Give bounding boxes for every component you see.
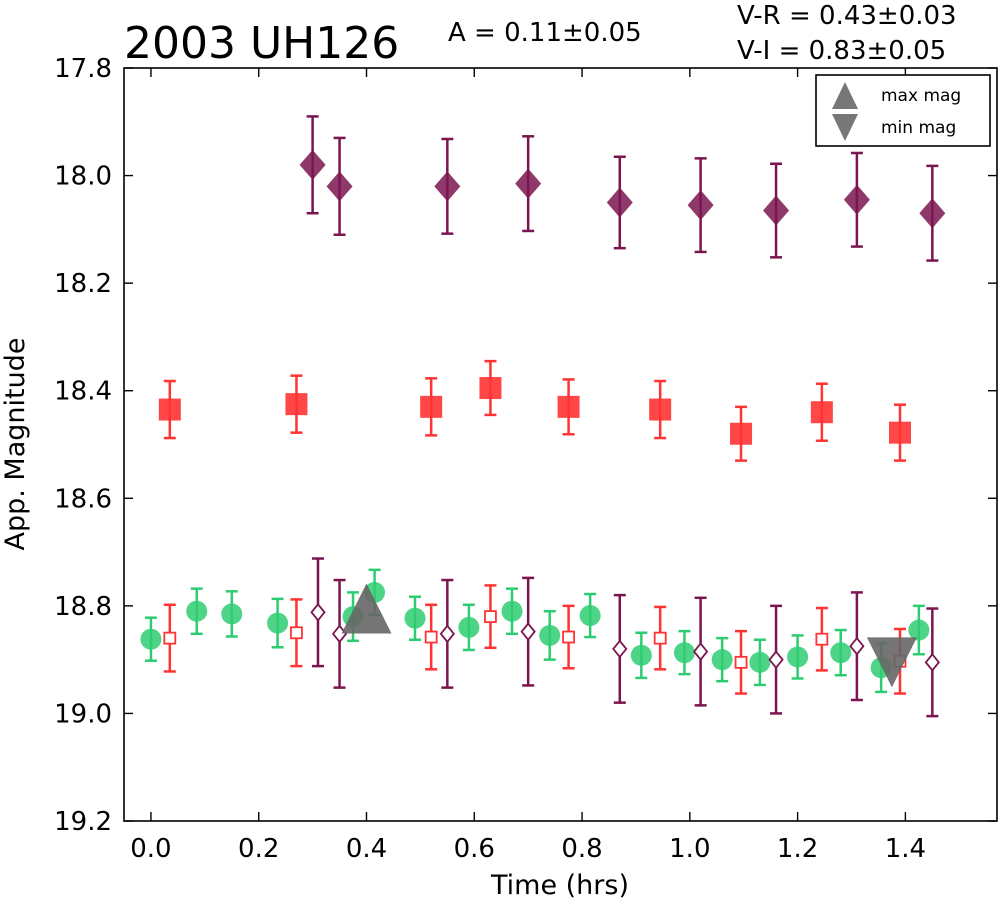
- data-point: [787, 646, 809, 668]
- data-point: [919, 198, 946, 229]
- data-point: [843, 184, 870, 215]
- max-mag-marker: [341, 583, 392, 634]
- x-tick-label: 0.8: [561, 834, 602, 864]
- data-point: [539, 624, 561, 646]
- y-tick-label: 19.0: [54, 699, 112, 729]
- data-point: [649, 398, 672, 421]
- object-name-title: 2003 UH126: [124, 18, 399, 69]
- data-point: [653, 631, 667, 645]
- y-tick-label: 18.0: [54, 162, 112, 192]
- data-point: [734, 655, 748, 669]
- data-point: [326, 171, 353, 202]
- x-tick-label: 1.0: [669, 834, 710, 864]
- data-point: [889, 421, 911, 444]
- x-tick-label: 0.2: [238, 834, 279, 864]
- data-point: [221, 603, 243, 625]
- series-diamond-filled: [299, 115, 946, 262]
- legend-entry-min-mag: min mag: [881, 118, 956, 138]
- data-point: [692, 642, 709, 662]
- data-point: [768, 650, 784, 670]
- y-tick-label: 18.8: [54, 592, 112, 622]
- data-point: [687, 190, 714, 221]
- legend: max mag min mag: [815, 74, 991, 147]
- data-point: [815, 632, 829, 646]
- data-point: [749, 651, 771, 673]
- min-mag-marker: [866, 637, 917, 688]
- data-point: [562, 630, 575, 644]
- data-point: [810, 401, 833, 424]
- data-point: [404, 607, 426, 629]
- legend-entry-max-mag: max mag: [881, 86, 961, 106]
- legend-min-mag-icon: [832, 114, 858, 141]
- data-point: [439, 624, 455, 644]
- data-point: [630, 644, 652, 666]
- axes: 0.0 0.2 0.4 0.6 0.8 1.0 1.2 1.4 17.8 18.0 18.2 18.4…: [54, 54, 997, 864]
- data-point: [331, 624, 348, 644]
- data-point: [267, 612, 289, 634]
- data-point: [612, 639, 628, 659]
- data-point: [908, 619, 930, 641]
- data-point: [140, 628, 162, 650]
- plot-frame: [123, 67, 998, 822]
- data-point: [290, 626, 303, 640]
- plot-area: [140, 115, 946, 718]
- x-tick-label: 1.4: [885, 834, 926, 864]
- data-point: [163, 631, 177, 645]
- color-vi-label: V-I = 0.83±0.05: [737, 36, 946, 66]
- amplitude-label: A = 0.11±0.05: [448, 18, 642, 48]
- y-tick-label: 18.6: [54, 484, 112, 514]
- series-square-filled: [158, 359, 911, 462]
- y-tick-label: 17.8: [54, 54, 112, 84]
- data-point: [299, 149, 326, 180]
- data-point: [711, 649, 733, 671]
- series-square-open: [163, 584, 907, 695]
- data-point: [849, 636, 865, 656]
- y-tick-label: 18.2: [54, 269, 112, 299]
- data-point: [520, 622, 536, 642]
- data-point: [673, 642, 695, 664]
- data-point: [310, 602, 326, 622]
- data-point: [424, 630, 438, 644]
- x-tick-label: 0.0: [130, 834, 171, 864]
- x-axis-label: Time (hrs): [490, 870, 629, 901]
- color-vr-label: V-R = 0.43±0.03: [737, 1, 957, 31]
- data-point: [579, 605, 601, 627]
- data-point: [434, 171, 461, 202]
- data-point: [501, 600, 523, 622]
- data-point: [420, 395, 443, 418]
- data-point: [606, 187, 633, 218]
- series-diamond-open: [310, 557, 940, 718]
- data-point: [186, 600, 208, 622]
- data-point: [479, 377, 502, 400]
- y-tick-label: 19.2: [54, 807, 112, 837]
- y-tick-label: 18.4: [54, 377, 112, 407]
- data-point: [285, 393, 308, 416]
- x-tick-label: 1.2: [777, 834, 818, 864]
- data-point: [158, 398, 181, 421]
- data-point: [458, 616, 480, 638]
- x-tick-label: 0.4: [346, 834, 387, 864]
- legend-max-mag-icon: [832, 82, 858, 109]
- data-point: [830, 642, 852, 664]
- data-point: [763, 195, 790, 226]
- y-axis-label: App. Magnitude: [0, 338, 31, 551]
- data-point: [924, 652, 940, 672]
- data-point: [515, 168, 542, 199]
- data-point: [730, 422, 753, 445]
- data-point: [557, 395, 580, 418]
- data-point: [484, 610, 497, 624]
- x-tick-label: 0.6: [454, 834, 495, 864]
